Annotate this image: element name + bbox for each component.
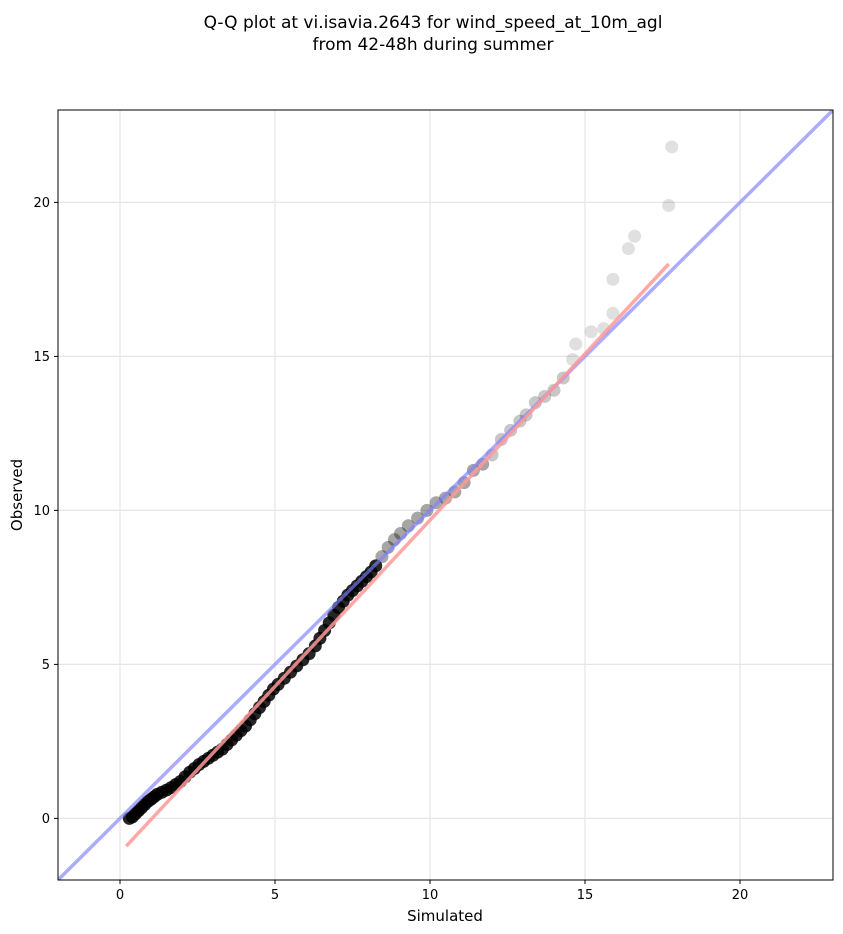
qq-point [547,383,561,397]
plot-frame [57,109,834,881]
qq-point [621,242,635,256]
y-tick-label: 20 [33,196,50,211]
y-axis: 0 5 10 15 20 [33,196,58,827]
y-axis-label: Observed [8,459,26,531]
fitted-line [124,262,670,848]
qq-point [569,337,583,351]
grid [58,110,833,880]
x-tick-label: 0 [116,888,124,903]
plot-area [58,110,833,880]
qq-point [662,198,676,212]
reference-line [58,110,833,880]
x-tick-label: 15 [577,888,594,903]
y-tick-label: 5 [42,658,50,673]
x-tick-label: 5 [271,888,279,903]
qq-point [420,503,434,517]
x-tick-label: 20 [732,888,749,903]
qq-point [606,306,620,320]
y-tick-label: 15 [33,350,50,365]
qq-point [606,272,620,286]
y-tick-label: 0 [42,812,50,827]
x-axis-label: Simulated [407,907,483,925]
x-tick-label: 10 [422,888,439,903]
qq-point [584,325,598,339]
qq-point [628,229,642,243]
x-axis: 0 5 10 15 20 [116,880,748,903]
chart-title: Q-Q plot at vi.isavia.2643 for wind_spee… [203,13,663,55]
qq-point [466,463,480,477]
y-tick-label: 10 [33,504,50,519]
qq-point [665,140,679,154]
